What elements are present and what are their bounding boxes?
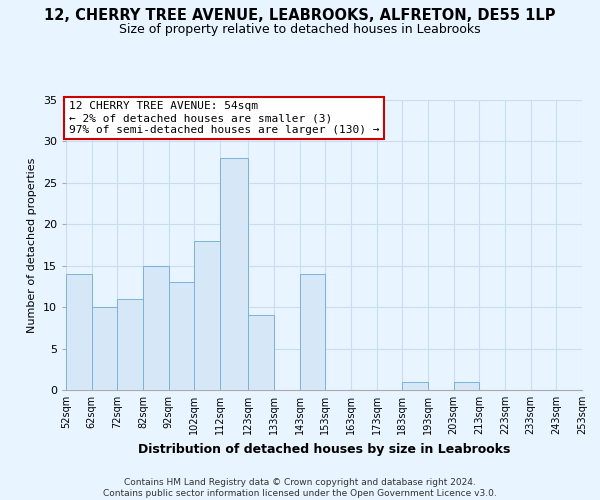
Bar [299,274,325,390]
Bar [248,316,274,390]
Bar [143,266,169,390]
Bar [92,307,118,390]
Bar [66,274,92,390]
Bar [402,382,428,390]
Text: Size of property relative to detached houses in Leabrooks: Size of property relative to detached ho… [119,22,481,36]
Bar [194,241,220,390]
Bar [454,382,479,390]
Text: Contains HM Land Registry data © Crown copyright and database right 2024.
Contai: Contains HM Land Registry data © Crown c… [103,478,497,498]
Bar [169,282,194,390]
Text: 12 CHERRY TREE AVENUE: 54sqm
← 2% of detached houses are smaller (3)
97% of semi: 12 CHERRY TREE AVENUE: 54sqm ← 2% of det… [68,102,379,134]
Bar [118,299,143,390]
X-axis label: Distribution of detached houses by size in Leabrooks: Distribution of detached houses by size … [138,442,510,456]
Bar [220,158,248,390]
Text: 12, CHERRY TREE AVENUE, LEABROOKS, ALFRETON, DE55 1LP: 12, CHERRY TREE AVENUE, LEABROOKS, ALFRE… [44,8,556,22]
Y-axis label: Number of detached properties: Number of detached properties [27,158,37,332]
